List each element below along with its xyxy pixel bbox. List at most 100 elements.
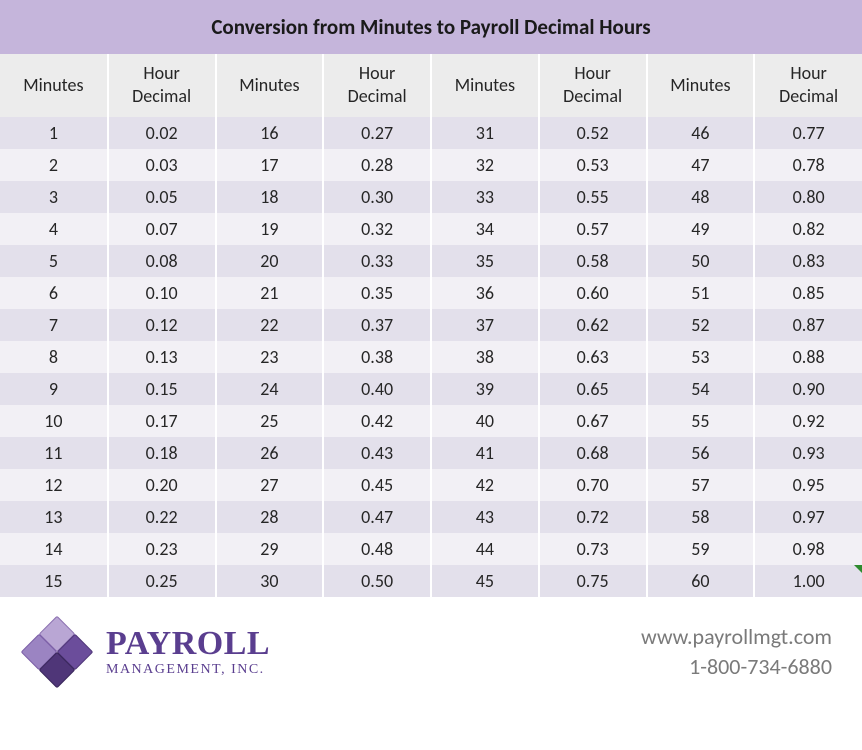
minutes-cell: 40 [431, 405, 539, 437]
decimal-cell: 0.80 [754, 181, 862, 213]
decimal-cell: 0.43 [323, 437, 431, 469]
decimal-cell: 0.48 [323, 533, 431, 565]
decimal-cell: 0.95 [754, 469, 862, 501]
decimal-cell: 0.90 [754, 373, 862, 405]
decimal-cell: 0.30 [323, 181, 431, 213]
table-row: 60.10210.35360.60510.85 [0, 277, 862, 309]
minutes-cell: 33 [431, 181, 539, 213]
contact-info: www.payrollmgt.com 1-800-734-6880 [641, 622, 832, 681]
minutes-cell: 55 [647, 405, 755, 437]
decimal-cell: 0.88 [754, 341, 862, 373]
decimal-cell: 0.47 [323, 501, 431, 533]
minutes-cell: 14 [0, 533, 108, 565]
decimal-cell: 0.73 [539, 533, 647, 565]
minutes-cell: 11 [0, 437, 108, 469]
minutes-cell: 10 [0, 405, 108, 437]
website-text: www.payrollmgt.com [641, 622, 832, 652]
minutes-cell: 15 [0, 565, 108, 597]
decimal-cell: 0.82 [754, 213, 862, 245]
minutes-cell: 3 [0, 181, 108, 213]
decimal-cell: 0.23 [108, 533, 216, 565]
minutes-cell: 31 [431, 117, 539, 149]
table-row: 80.13230.38380.63530.88 [0, 341, 862, 373]
cell-marker-icon [854, 565, 862, 573]
table-row: 30.05180.30330.55480.80 [0, 181, 862, 213]
decimal-cell: 0.33 [323, 245, 431, 277]
decimal-cell: 0.02 [108, 117, 216, 149]
minutes-cell: 30 [216, 565, 324, 597]
minutes-cell: 44 [431, 533, 539, 565]
table-row: 130.22280.47430.72580.97 [0, 501, 862, 533]
table-row: 90.15240.40390.65540.90 [0, 373, 862, 405]
minutes-cell: 29 [216, 533, 324, 565]
minutes-cell: 6 [0, 277, 108, 309]
decimal-cell: 0.78 [754, 149, 862, 181]
decimal-cell: 0.38 [323, 341, 431, 373]
decimal-cell: 0.12 [108, 309, 216, 341]
decimal-cell: 0.25 [108, 565, 216, 597]
logo-text: PAYROLL MANAGEMENT, INC. [106, 627, 270, 677]
decimal-cell: 0.50 [323, 565, 431, 597]
minutes-cell: 37 [431, 309, 539, 341]
minutes-cell: 20 [216, 245, 324, 277]
minutes-cell: 41 [431, 437, 539, 469]
decimal-cell: 0.05 [108, 181, 216, 213]
decimal-cell: 0.45 [323, 469, 431, 501]
minutes-cell: 22 [216, 309, 324, 341]
decimal-cell: 0.55 [539, 181, 647, 213]
minutes-cell: 59 [647, 533, 755, 565]
table-row: 110.18260.43410.68560.93 [0, 437, 862, 469]
minutes-cell: 9 [0, 373, 108, 405]
decimal-cell: 0.77 [754, 117, 862, 149]
decimal-cell: 0.52 [539, 117, 647, 149]
minutes-cell: 17 [216, 149, 324, 181]
table-row: 40.07190.32340.57490.82 [0, 213, 862, 245]
minutes-cell: 27 [216, 469, 324, 501]
decimal-cell: 0.65 [539, 373, 647, 405]
table-row: 100.17250.42400.67550.92 [0, 405, 862, 437]
decimal-cell: 0.10 [108, 277, 216, 309]
minutes-cell: 50 [647, 245, 755, 277]
minutes-cell: 23 [216, 341, 324, 373]
col-minutes-3: Minutes [431, 54, 539, 117]
minutes-cell: 49 [647, 213, 755, 245]
minutes-cell: 51 [647, 277, 755, 309]
minutes-cell: 24 [216, 373, 324, 405]
minutes-cell: 52 [647, 309, 755, 341]
minutes-cell: 34 [431, 213, 539, 245]
minutes-cell: 57 [647, 469, 755, 501]
table-row: 50.08200.33350.58500.83 [0, 245, 862, 277]
decimal-cell: 0.20 [108, 469, 216, 501]
decimal-cell: 0.83 [754, 245, 862, 277]
minutes-cell: 19 [216, 213, 324, 245]
minutes-cell: 1 [0, 117, 108, 149]
decimal-cell: 0.72 [539, 501, 647, 533]
minutes-cell: 48 [647, 181, 755, 213]
conversion-table: Minutes Hour Decimal Minutes Hour Decima… [0, 54, 862, 597]
phone-text: 1-800-734-6880 [641, 652, 832, 682]
col-decimal-4: Hour Decimal [754, 54, 862, 117]
minutes-cell: 28 [216, 501, 324, 533]
table-row: 120.20270.45420.70570.95 [0, 469, 862, 501]
decimal-cell: 0.93 [754, 437, 862, 469]
decimal-cell: 0.62 [539, 309, 647, 341]
page-title: Conversion from Minutes to Payroll Decim… [0, 0, 862, 54]
decimal-cell: 0.63 [539, 341, 647, 373]
col-minutes-4: Minutes [647, 54, 755, 117]
decimal-cell: 0.08 [108, 245, 216, 277]
minutes-cell: 45 [431, 565, 539, 597]
footer: PAYROLL MANAGEMENT, INC. www.payrollmgt.… [0, 597, 862, 699]
decimal-cell: 0.53 [539, 149, 647, 181]
minutes-cell: 25 [216, 405, 324, 437]
decimal-cell: 0.27 [323, 117, 431, 149]
col-decimal-2: Hour Decimal [323, 54, 431, 117]
decimal-cell: 0.67 [539, 405, 647, 437]
minutes-cell: 47 [647, 149, 755, 181]
minutes-cell: 60 [647, 565, 755, 597]
decimal-cell: 0.22 [108, 501, 216, 533]
decimal-cell: 0.92 [754, 405, 862, 437]
minutes-cell: 21 [216, 277, 324, 309]
logo: PAYROLL MANAGEMENT, INC. [20, 615, 270, 689]
decimal-cell: 0.57 [539, 213, 647, 245]
logo-main-text: PAYROLL [106, 627, 270, 661]
